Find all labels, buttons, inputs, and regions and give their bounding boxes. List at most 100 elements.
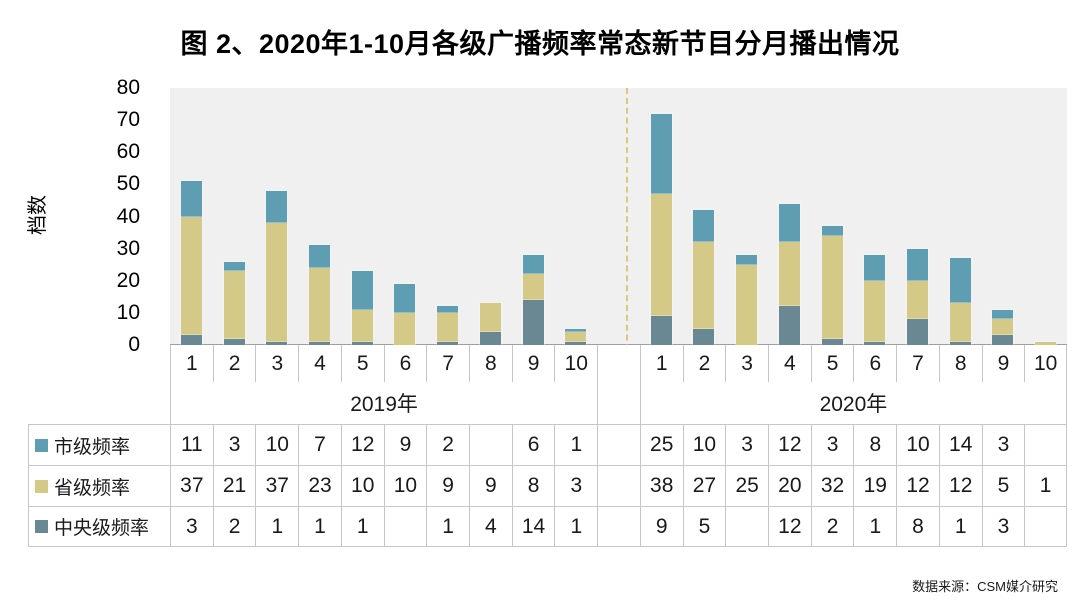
bar-segment-省级频率: [436, 311, 460, 343]
table-value-cell: 10: [383, 466, 427, 506]
table-value-cell: 38: [639, 466, 683, 506]
bar-segment-市级频率: [863, 254, 887, 282]
month-label: 4: [298, 345, 341, 382]
table-gap-cell: [597, 425, 640, 465]
table-value-cell: 2: [426, 425, 469, 465]
table-value-cell: 1: [853, 507, 896, 546]
bar-segment-中央级频率: [436, 340, 460, 347]
axis-and-table: 1 2 3 4 5 6 7 8 9 10 1 2 3 4 5 6 7 8 9 10 2019年 2020年 市级频率 11…: [28, 345, 1067, 547]
bar-column: [768, 88, 811, 346]
bar-segment-中央级频率: [179, 334, 203, 346]
bar-column: [384, 88, 427, 347]
table-value-cell: 12: [896, 466, 939, 506]
table-value-cell: 1: [255, 507, 298, 546]
bar-segment-市级频率: [265, 189, 289, 224]
month-label: 7: [426, 345, 469, 382]
table-value-cell: 1: [426, 507, 469, 546]
table-value-cell: 9: [469, 466, 512, 506]
table-value-cell: 3: [981, 425, 1025, 465]
legend-cell-市级频率: 市级频率: [28, 425, 170, 465]
bar-segment-省级频率: [179, 215, 203, 337]
table-value-cell: 20: [768, 466, 811, 506]
year-separator-dashed-line: [626, 88, 628, 380]
bar-segment-市级频率: [179, 180, 203, 218]
table-value-cell: 37: [255, 466, 298, 506]
legend-label: 市级频率: [54, 436, 131, 458]
table-value-cell: 1: [938, 507, 982, 546]
table-value-cell: 3: [554, 466, 597, 506]
bar-segment-中央级频率: [521, 299, 545, 346]
table-value-cell: 4: [469, 507, 512, 546]
table-value-cell: 2: [212, 507, 256, 546]
table-value-cell: 9: [639, 507, 683, 546]
bar-segment-市级频率: [564, 327, 588, 334]
table-value-cell: 37: [170, 466, 213, 506]
table-value-cell: 10: [896, 425, 939, 465]
bar-segment-中央级频率: [350, 340, 374, 347]
bar-segment-中央级频率: [692, 327, 716, 347]
bar-column: [982, 88, 1025, 346]
bar-segment-中央级频率: [478, 331, 502, 346]
year-axis-row: 2019年 2020年: [28, 382, 1067, 424]
legend-label: 省级频率: [54, 477, 131, 499]
table-value-cell: 12: [340, 425, 384, 465]
table-value-cell: 11: [170, 425, 213, 465]
bar-segment-中央级频率: [905, 318, 929, 346]
bar-segment-中央级频率: [564, 340, 588, 347]
y-tick-label: 0: [128, 333, 140, 356]
y-axis-title: 档数: [27, 195, 49, 235]
table-value-cell: 1: [340, 507, 384, 546]
month-label: 2: [212, 345, 256, 382]
month-label: 6: [383, 345, 427, 382]
bar-segment-省级频率: [649, 193, 673, 318]
bar-segment-省级频率: [1034, 340, 1058, 347]
month-label: 4: [768, 345, 811, 382]
table-value-cell: 3: [981, 507, 1025, 546]
legend-label: 中央级频率: [54, 518, 150, 539]
bar-column: [939, 88, 982, 347]
bar-column: [213, 88, 256, 347]
y-tick-label: 70: [116, 108, 140, 132]
bar-segment-中央级频率: [307, 340, 331, 347]
table-value-cell: 3: [725, 425, 768, 465]
table-value-cell: [383, 507, 427, 546]
table-value-cell: 6: [511, 425, 555, 465]
bar-segment-省级频率: [350, 308, 374, 343]
bar-segment-市级频率: [222, 260, 246, 273]
bar-segment-中央级频率: [649, 315, 673, 346]
bar-column: [811, 88, 854, 347]
bar-column: [554, 88, 597, 347]
legend-cell-省级频率: 省级频率: [28, 466, 170, 506]
y-tick-label: 60: [116, 140, 140, 164]
bar-column: [853, 88, 896, 347]
bar-column: [896, 88, 939, 346]
bar-segment-市级频率: [350, 270, 374, 311]
bar-segment-市级频率: [905, 247, 929, 282]
y-tick-label: 20: [116, 268, 140, 292]
table-value-cell: [469, 425, 512, 465]
table-value-cell: 3: [170, 507, 213, 546]
table-value-cell: 19: [853, 466, 896, 506]
bar-column: [683, 88, 726, 347]
table-row: 市级频率 11 3 10 7 12 9 2 6 1 25 10 3 12 3 8 10 14 3: [28, 424, 1067, 465]
bar-segment-中央级频率: [777, 305, 801, 346]
plot-area: [170, 88, 1067, 347]
bar-column: [640, 88, 683, 346]
bar-segment-市级频率: [735, 254, 759, 266]
y-tick-label: 10: [116, 300, 140, 324]
legend-swatch-icon: [35, 520, 48, 533]
table-value-cell: 3: [810, 425, 854, 465]
bar-segment-市级频率: [436, 305, 460, 314]
bar-segment-市级频率: [991, 308, 1015, 321]
bar-segment-省级频率: [265, 221, 289, 343]
table-value-cell: 5: [682, 507, 726, 546]
table-value-cell: 1: [554, 425, 597, 465]
month-label: 3: [255, 345, 299, 382]
table-value-cell: 12: [768, 425, 811, 465]
bar-column: [170, 88, 213, 346]
bar-segment-市级频率: [649, 112, 673, 196]
year-gap-column: [597, 88, 640, 345]
table-value-cell: 9: [426, 466, 469, 506]
bar-segment-中央级频率: [991, 334, 1015, 346]
table-gap-cell: [597, 466, 640, 506]
